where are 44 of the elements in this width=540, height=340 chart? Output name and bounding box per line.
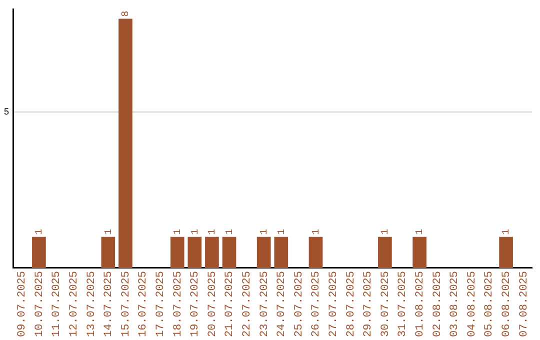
x-tick-label: 24.07.2025 <box>276 270 288 338</box>
data-label: 1 <box>172 228 184 235</box>
data-label: 1 <box>224 228 236 235</box>
x-tick-label: 09.07.2025 <box>16 270 29 338</box>
x-tick-label: 30.07.2025 <box>380 270 392 338</box>
x-tick-label: 31.07.2025 <box>397 270 410 338</box>
x-tick-label: 12.07.2025 <box>68 270 80 338</box>
data-label: 1 <box>380 228 392 235</box>
data-label: 1 <box>276 228 288 235</box>
x-tick-label: 18.07.2025 <box>172 270 184 338</box>
data-label: 1 <box>415 228 426 235</box>
data-label: 1 <box>311 228 322 235</box>
data-label: 1 <box>259 228 270 235</box>
x-tick-label: 16.07.2025 <box>138 270 150 338</box>
x-tick-label: 20.07.2025 <box>206 270 219 338</box>
data-label: 8 <box>121 10 132 17</box>
x-tick-label: 13.07.2025 <box>86 270 98 338</box>
data-label: 1 <box>104 228 115 235</box>
x-tick-label: 27.07.2025 <box>328 270 340 338</box>
x-tick-label: 06.08.2025 <box>500 270 513 338</box>
x-tick-label: 26.07.2025 <box>310 270 323 338</box>
data-label: 1 <box>502 228 513 235</box>
x-tick-label: 22.07.2025 <box>241 270 254 338</box>
x-tick-label: 15.07.2025 <box>120 270 132 338</box>
x-tick-label: 05.08.2025 <box>484 270 496 338</box>
x-tick-label: 11.07.2025 <box>51 270 64 338</box>
x-tick-label: 17.07.2025 <box>154 270 167 338</box>
y-tick-label: 5 <box>4 106 10 117</box>
x-tick-label: 25.07.2025 <box>293 270 306 338</box>
x-tick-label: 29.07.2025 <box>362 270 375 338</box>
x-tick-label: 23.07.2025 <box>258 270 271 338</box>
x-tick-label: 03.08.2025 <box>449 270 462 338</box>
x-tick-label: 02.08.2025 <box>432 270 444 338</box>
data-label: 1 <box>208 228 219 235</box>
x-tick-label: 21.07.2025 <box>224 270 236 338</box>
data-label: 1 <box>34 228 46 235</box>
x-tick-label: 19.07.2025 <box>190 270 202 338</box>
data-label: 1 <box>190 228 202 235</box>
x-tick-label: 04.08.2025 <box>466 270 478 338</box>
x-tick-label: 10.07.2025 <box>34 270 46 338</box>
x-tick-label: 14.07.2025 <box>103 270 116 338</box>
x-tick-label: 07.08.2025 <box>518 270 530 338</box>
x-tick-label: 28.07.2025 <box>345 270 358 338</box>
x-tick-label: 01.08.2025 <box>414 270 426 338</box>
